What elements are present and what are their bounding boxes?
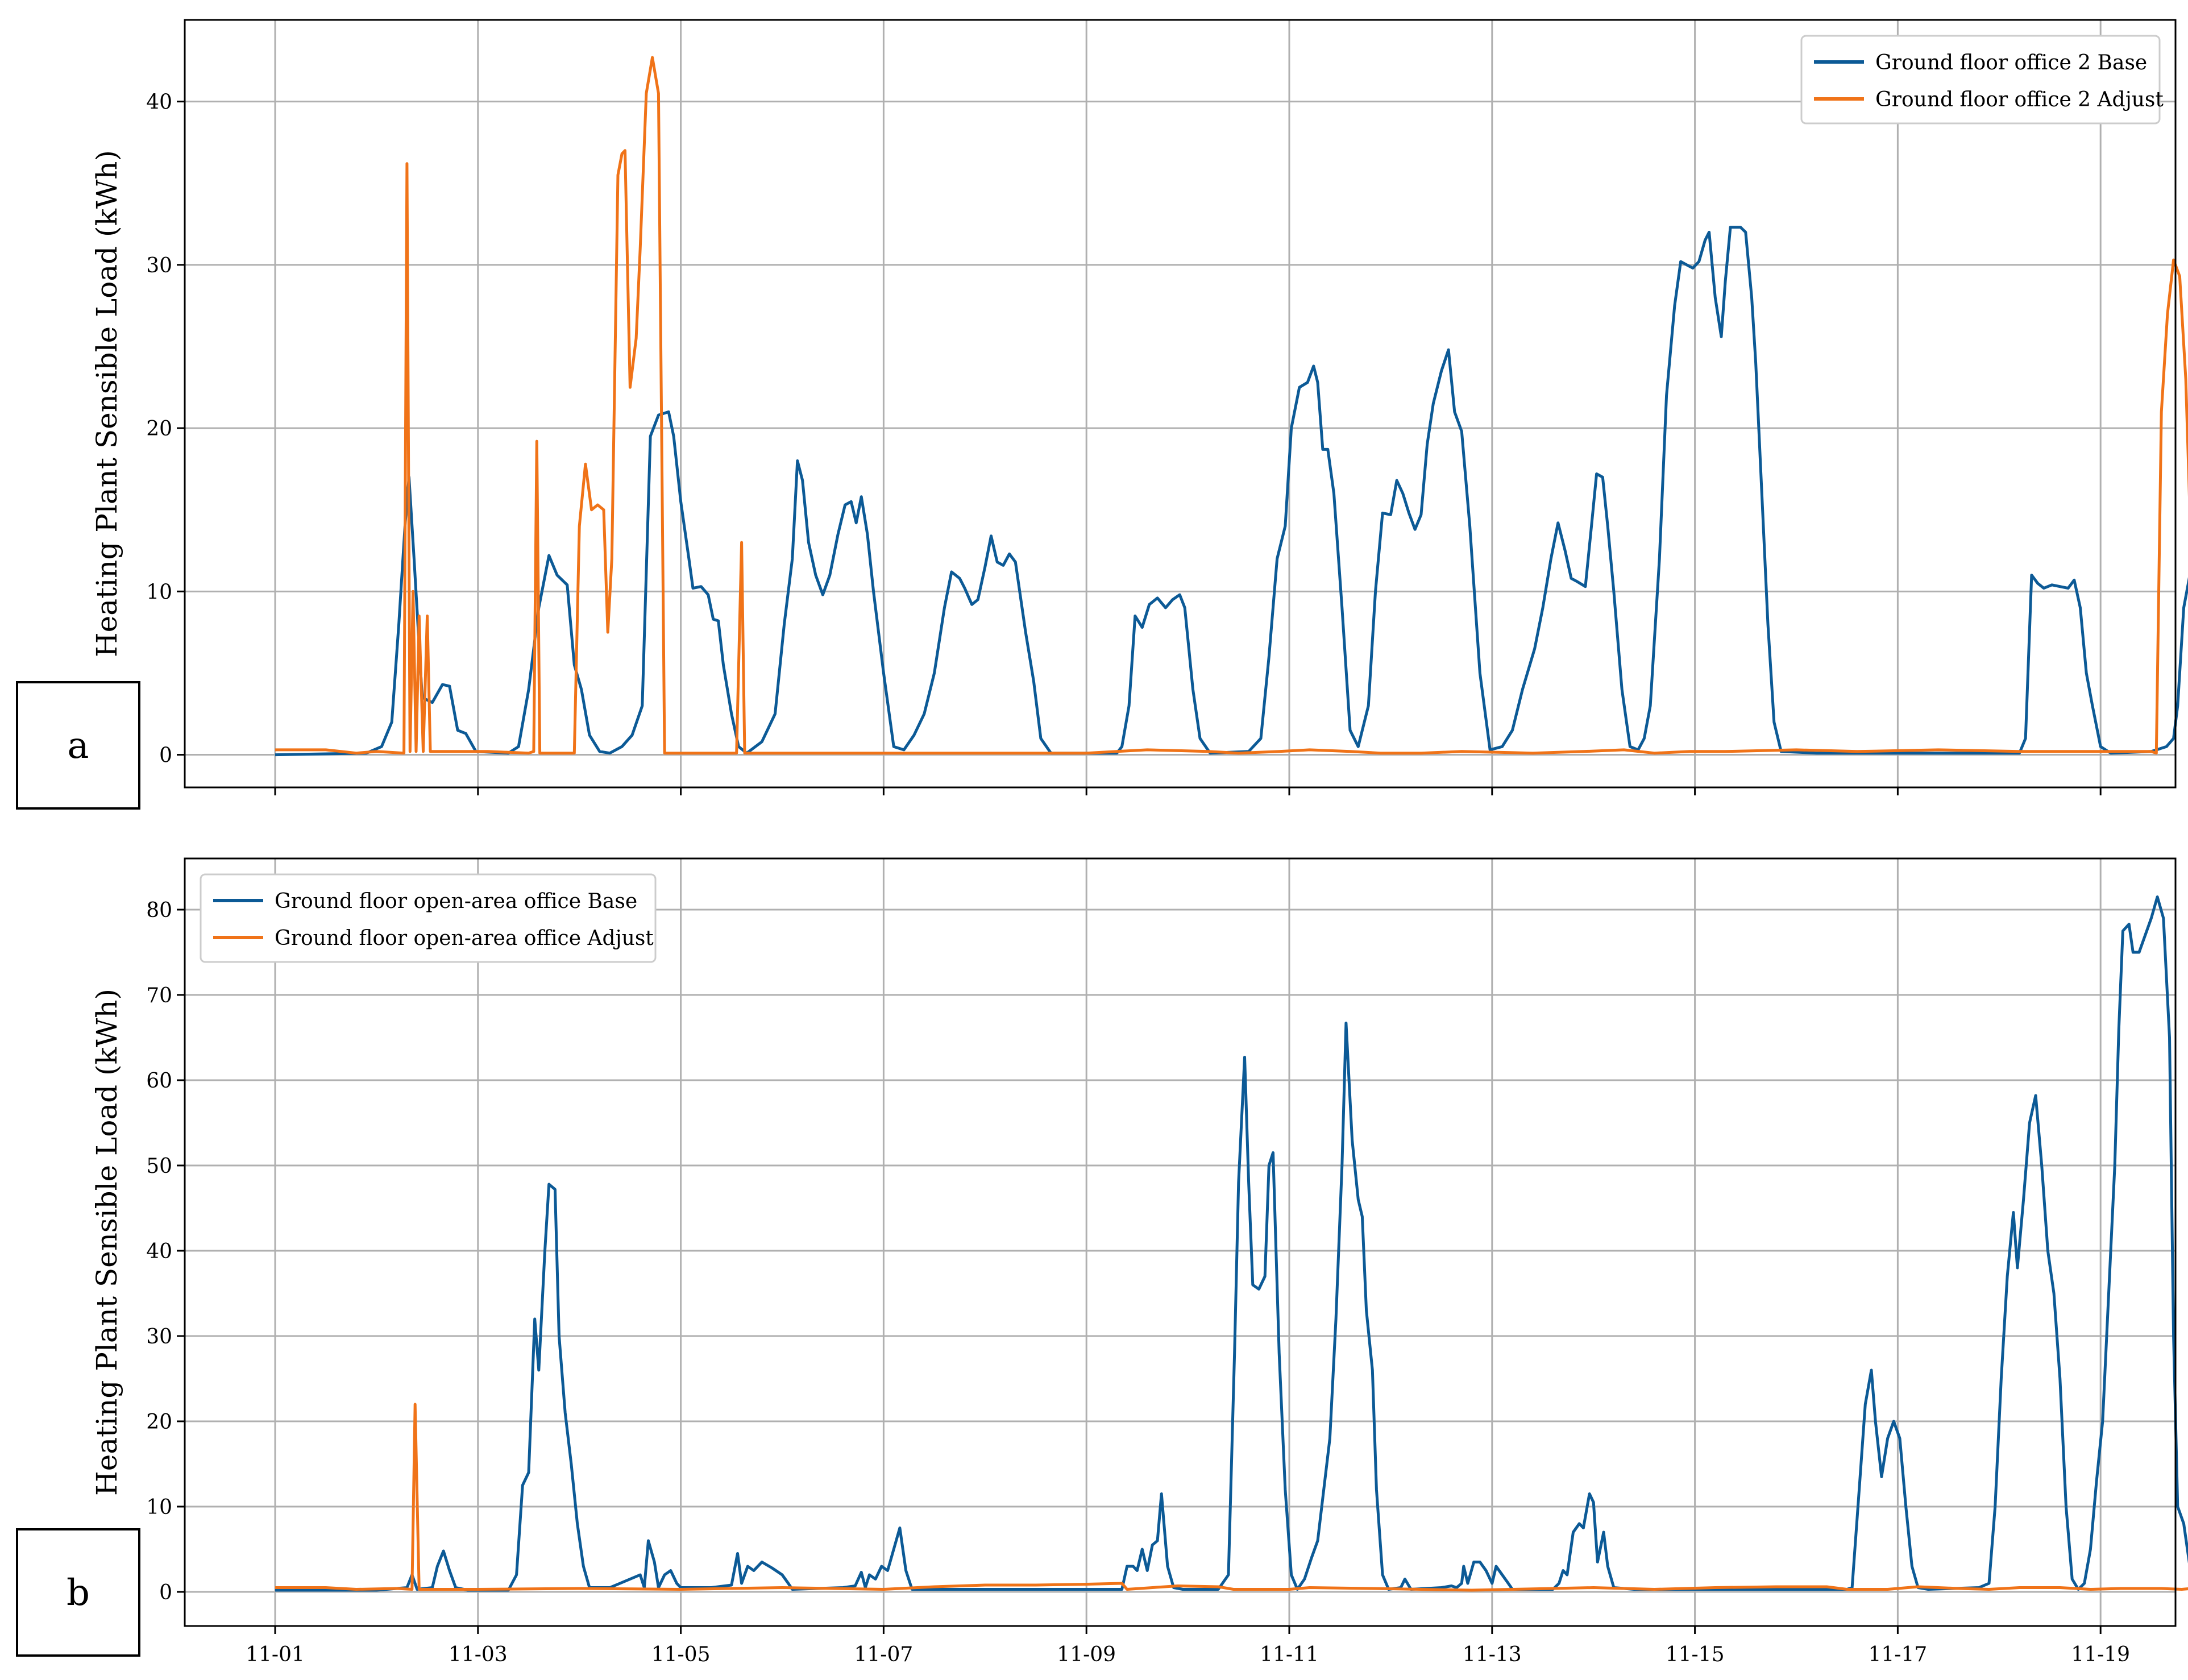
- legend-label: Ground floor open-area office Adjust: [275, 927, 654, 950]
- x-tick-label: 11-19: [2071, 1643, 2130, 1666]
- y-tick-label: 70: [146, 984, 172, 1007]
- series-line-base: [275, 895, 2188, 1592]
- legend-box: [1800, 35, 2161, 125]
- y-tick-label: 50: [146, 1155, 172, 1178]
- series-line-adjust: [275, 1403, 2188, 1592]
- y-axis-title: Heating Plant Sensible Load (kWh): [90, 989, 123, 1496]
- legend-box: [200, 873, 657, 963]
- series-line-adjust: [275, 56, 2188, 755]
- series-line-base: [275, 226, 2188, 757]
- legend: Ground floor office 2 Base Ground floor o…: [1800, 35, 2164, 125]
- x-tick-label: 11-15: [1666, 1643, 1725, 1666]
- x-tick-label: 11-13: [1463, 1643, 1522, 1666]
- gridlines: [185, 858, 2175, 1626]
- legend-label: Ground floor open-area office Base: [275, 890, 637, 913]
- y-tick-label: 30: [146, 1325, 172, 1349]
- y-axis-title: Heating Plant Sensible Load (kWh): [90, 150, 123, 657]
- plot-frame: [184, 857, 2177, 1627]
- x-tick-label: 11-01: [246, 1643, 305, 1666]
- y-tick-label: 20: [146, 1411, 172, 1434]
- x-tick-label: 11-03: [449, 1643, 508, 1666]
- panel-label: a: [67, 725, 89, 767]
- y-tick-label: 10: [146, 1496, 172, 1519]
- panel-label: b: [67, 1572, 90, 1614]
- chart-panel-b: 0 10 20 30 40 50 60 70 80 11-01 11-03 11-05 11-07 11-…: [16, 857, 2188, 1666]
- x-tick-label: 11-07: [854, 1643, 914, 1666]
- x-tick-label: 11-11: [1260, 1643, 1319, 1666]
- y-tick-label: 0: [159, 1581, 172, 1604]
- y-tick-label: 40: [146, 1240, 172, 1263]
- y-tick-label: 20: [146, 417, 172, 441]
- y-tick-label: 40: [146, 91, 172, 114]
- panel-label-box: [16, 681, 140, 810]
- legend-label: Ground floor office 2 Base: [1875, 51, 2147, 74]
- y-tick-label: 80: [146, 899, 172, 922]
- x-tick-label: 11-17: [1869, 1643, 1928, 1666]
- legend-label: Ground floor office 2 Adjust: [1875, 88, 2164, 111]
- x-tick-label: 11-05: [651, 1643, 711, 1666]
- y-tick-label: 30: [146, 254, 172, 277]
- y-tick-label: 60: [146, 1069, 172, 1093]
- plot-frame: [184, 19, 2177, 789]
- panel-label-box: [16, 1528, 140, 1657]
- y-tick-label: 10: [146, 580, 172, 604]
- chart-panel-a: 0 10 20 30 40 Heating Plant Sensible Load (kW…: [16, 19, 2188, 810]
- gridlines: [185, 20, 2175, 787]
- y-tick-label: 0: [159, 744, 172, 768]
- x-tick-label: 11-09: [1057, 1643, 1116, 1666]
- legend: Ground floor open-area office Base Ground…: [200, 873, 657, 963]
